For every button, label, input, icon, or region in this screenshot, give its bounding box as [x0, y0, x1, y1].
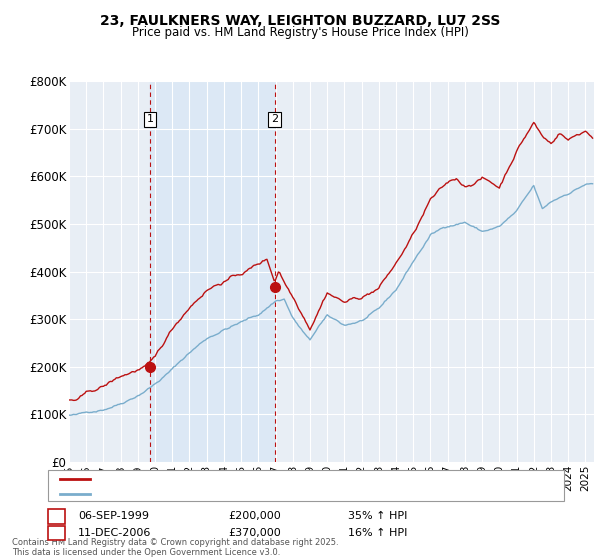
Text: 1: 1: [53, 511, 60, 521]
Text: 11-DEC-2006: 11-DEC-2006: [78, 528, 151, 538]
Text: 23, FAULKNERS WAY, LEIGHTON BUZZARD, LU7 2SS: 23, FAULKNERS WAY, LEIGHTON BUZZARD, LU7…: [100, 14, 500, 28]
Text: 2: 2: [53, 528, 60, 538]
Text: Contains HM Land Registry data © Crown copyright and database right 2025.
This d: Contains HM Land Registry data © Crown c…: [12, 538, 338, 557]
Text: 2: 2: [271, 114, 278, 124]
Bar: [150, 81, 275, 462]
Text: 35% ↑ HPI: 35% ↑ HPI: [348, 511, 407, 521]
Text: HPI: Average price, detached house, Central Bedfordshire: HPI: Average price, detached house, Cent…: [99, 488, 400, 498]
Text: Price paid vs. HM Land Registry's House Price Index (HPI): Price paid vs. HM Land Registry's House …: [131, 26, 469, 39]
Text: 23, FAULKNERS WAY, LEIGHTON BUZZARD, LU7 2SS (detached house): 23, FAULKNERS WAY, LEIGHTON BUZZARD, LU7…: [99, 474, 463, 484]
Text: £200,000: £200,000: [228, 511, 281, 521]
Text: 1: 1: [146, 114, 154, 124]
Text: 16% ↑ HPI: 16% ↑ HPI: [348, 528, 407, 538]
Text: 06-SEP-1999: 06-SEP-1999: [78, 511, 149, 521]
Text: £370,000: £370,000: [228, 528, 281, 538]
